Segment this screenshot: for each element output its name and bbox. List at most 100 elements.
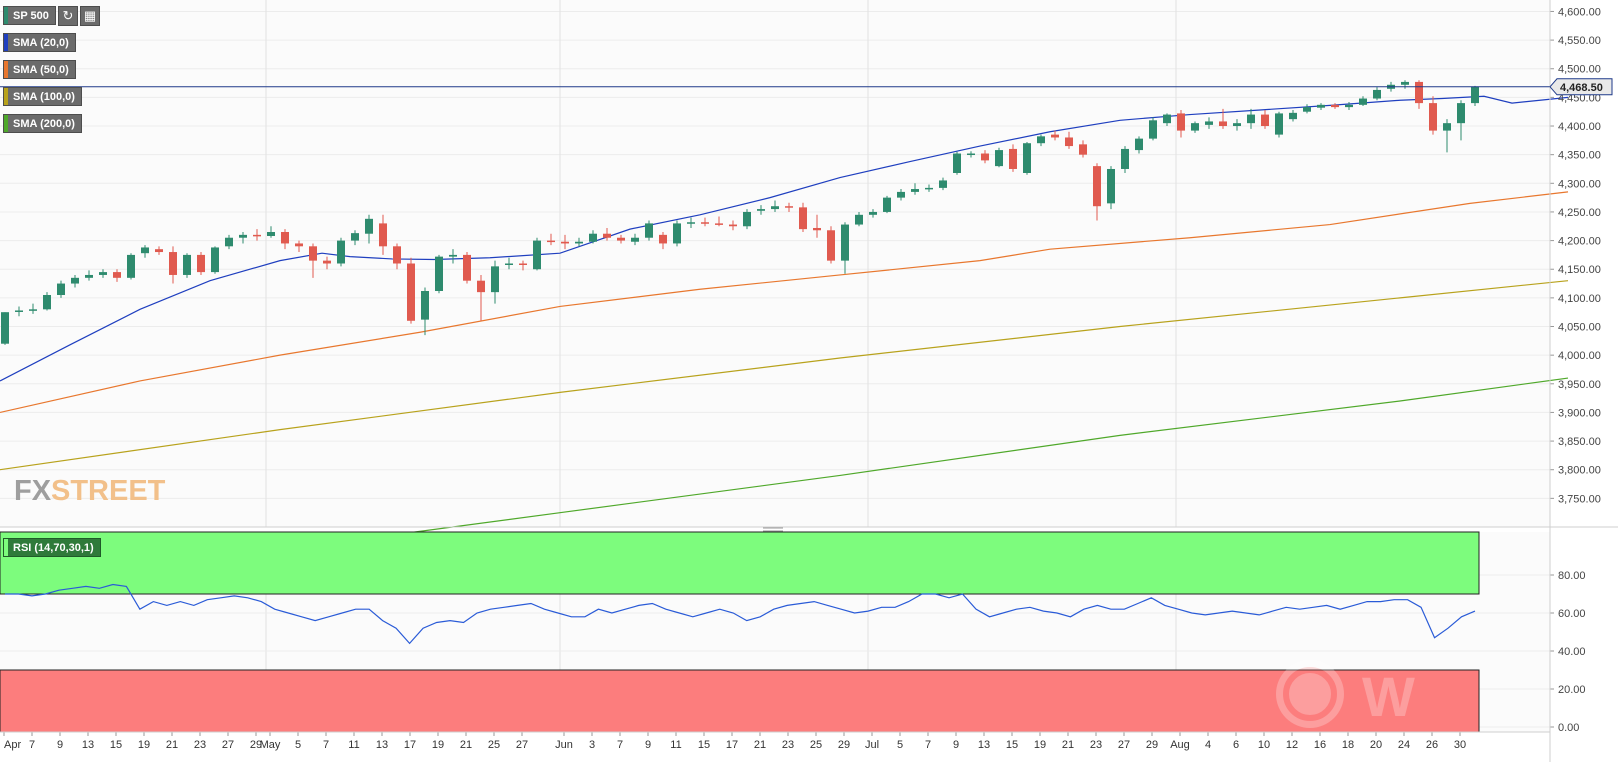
svg-text:W: W [1362,665,1415,728]
candle-body [575,241,583,244]
candle-body [1149,120,1157,139]
price-tick-label: 3,950.00 [1558,379,1601,391]
candle-body [533,240,541,270]
candle [1177,109,1185,138]
candle-body [1135,138,1143,151]
candle [421,287,429,336]
candle-body [1177,113,1185,131]
candle-body [673,223,681,244]
candle [981,150,989,164]
candle-body [953,153,961,173]
x-tick-label: 19 [138,739,150,751]
candle-body [225,237,233,247]
candle-body [631,237,639,242]
candle-body [1331,104,1339,108]
x-tick-label: 9 [57,739,63,751]
candle [1401,80,1409,89]
price-tick-label: 4,600.00 [1558,6,1601,18]
candle [491,260,499,304]
candle [183,253,191,278]
sma-50-label: SMA (50,0) [13,64,69,76]
watermark-fx: FX [14,475,52,507]
candle [967,151,975,158]
candle [561,234,569,250]
candle [267,226,275,238]
candle [1443,119,1451,153]
candle [1121,146,1129,173]
price-tick-label: 4,300.00 [1558,178,1601,190]
price-tick-label: 4,100.00 [1558,293,1601,305]
candle [239,231,247,244]
watermark-logo: FX STREET [14,475,166,507]
candle-body [491,266,499,293]
candle-body [827,230,835,261]
rsi-badge[interactable]: RSI (14,70,30,1) [3,538,101,557]
candle [225,234,233,250]
candle-body [197,254,205,273]
candle [995,147,1003,168]
sma-20-swatch [4,34,8,51]
sma-100-badge[interactable]: SMA (100,0) [3,87,82,106]
candle [211,246,219,274]
x-tick-label: 4 [1205,739,1211,751]
sma-200-badge[interactable]: SMA (200,0) [3,114,82,133]
x-tick-label: 20 [1370,739,1382,751]
x-tick-label: 7 [323,739,329,751]
candle-body [1429,103,1437,131]
calendar-button[interactable]: ▦ [80,6,100,26]
panel-resize-handle[interactable] [763,527,783,532]
x-tick-label: 25 [488,739,500,751]
x-tick-label: Jun [555,739,573,751]
x-tick-label: 24 [1398,739,1410,751]
candle [1079,140,1087,158]
candle [911,183,919,195]
candle-body [799,207,807,230]
price-tick-label: 4,050.00 [1558,322,1601,334]
x-tick-label: 17 [404,739,416,751]
candle [1471,85,1479,106]
x-tick-label: 7 [29,739,35,751]
rsi-swatch [4,539,8,556]
candle [309,243,317,278]
candle-body [1359,98,1367,105]
x-tick-label: 16 [1314,739,1326,751]
rsi-tick-label: 80.00 [1558,570,1586,582]
x-tick-label: 29 [1146,739,1158,751]
candle [757,205,765,215]
price-tick-label: 4,150.00 [1558,264,1601,276]
candle [379,214,387,255]
sma-20-badge[interactable]: SMA (20,0) [3,33,76,52]
candle [743,209,751,230]
symbol-swatch [4,7,8,24]
candle [1457,100,1465,141]
candle-body [743,211,751,227]
candle-body [85,274,93,278]
candle-body [1401,81,1409,85]
candle [1163,113,1171,127]
candle-body [99,272,107,275]
rsi-overbought-zone [0,531,1480,595]
x-tick-label: 29 [838,739,850,751]
candle [127,253,135,280]
candle [393,243,401,270]
x-tick-label: 21 [460,739,472,751]
x-tick-label: Apr [4,739,21,751]
candle-body [995,150,1003,167]
refresh-button[interactable]: ↻ [58,6,78,26]
candle-body [897,191,905,198]
candle [1023,142,1031,175]
sma-50-badge[interactable]: SMA (50,0) [3,60,76,79]
x-tick-label: 25 [810,739,822,751]
symbol-badge[interactable]: SP 500 [3,6,56,25]
candle [1135,136,1143,154]
candle [71,274,79,288]
candle-body [71,277,79,284]
candle-body [211,247,219,273]
candle-body [1023,143,1031,173]
candle [1373,87,1381,101]
refresh-icon: ↻ [62,8,74,23]
candle-body [141,247,149,254]
candle [1233,119,1241,131]
candle-body [169,252,177,275]
price-panel [0,0,1550,527]
